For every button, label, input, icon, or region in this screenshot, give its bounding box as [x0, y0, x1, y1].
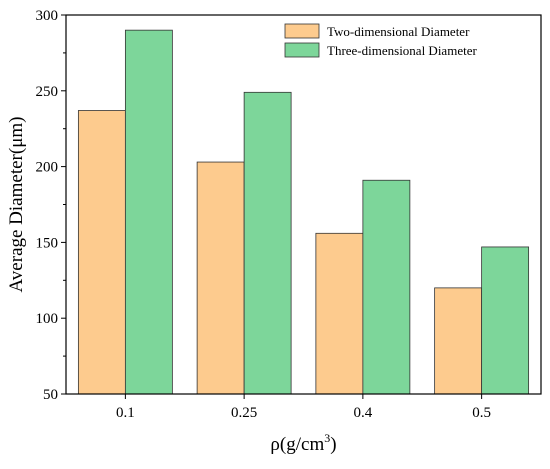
x-axis-label-superscript: 3	[324, 431, 330, 445]
bar-two-dimensional-0.4	[315, 232, 364, 395]
bar-two-dimensional-0.25	[196, 161, 245, 395]
bar-two-dimensional-0.5	[434, 287, 483, 395]
y-axis-ticks: 50 100 150 200 250 300	[36, 8, 66, 403]
y-tick-label: 300	[36, 8, 59, 24]
legend-swatch	[284, 42, 320, 58]
y-tick-label: 200	[36, 160, 59, 176]
x-tick-label: 0.1	[116, 405, 135, 421]
x-tick-label: 0.5	[472, 405, 491, 421]
x-axis-label-base: ρ(g/cm	[270, 434, 324, 455]
y-tick-label: 150	[36, 235, 59, 251]
bars-group	[77, 29, 530, 395]
legend-swatch	[284, 23, 320, 39]
legend: Two-dimensional Diameter Three-dimensiona…	[284, 23, 477, 58]
bar-three-dimensional-0.4	[362, 179, 411, 395]
x-axis-ticks: 0.1 0.25 0.4 0.5	[116, 394, 491, 421]
bar-three-dimensional-0.1	[124, 29, 173, 395]
legend-label: Three-dimensional Diameter	[327, 43, 477, 58]
y-tick-label: 250	[36, 84, 59, 100]
bar-two-dimensional-0.1	[77, 110, 126, 395]
y-tick-label: 50	[43, 387, 58, 403]
x-axis-label-close: )	[330, 434, 336, 455]
x-axis-label: ρ(g/cm3)	[270, 431, 336, 455]
legend-label: Two-dimensional Diameter	[327, 24, 470, 39]
bar-three-dimensional-0.5	[481, 246, 530, 395]
x-tick-label: 0.25	[231, 405, 257, 421]
y-axis-label: Average Diameter(μm)	[6, 117, 27, 293]
plot-frame	[65, 14, 542, 395]
x-tick-label: 0.4	[354, 405, 373, 421]
y-tick-label: 100	[36, 311, 59, 327]
bar-three-dimensional-0.25	[243, 91, 292, 395]
